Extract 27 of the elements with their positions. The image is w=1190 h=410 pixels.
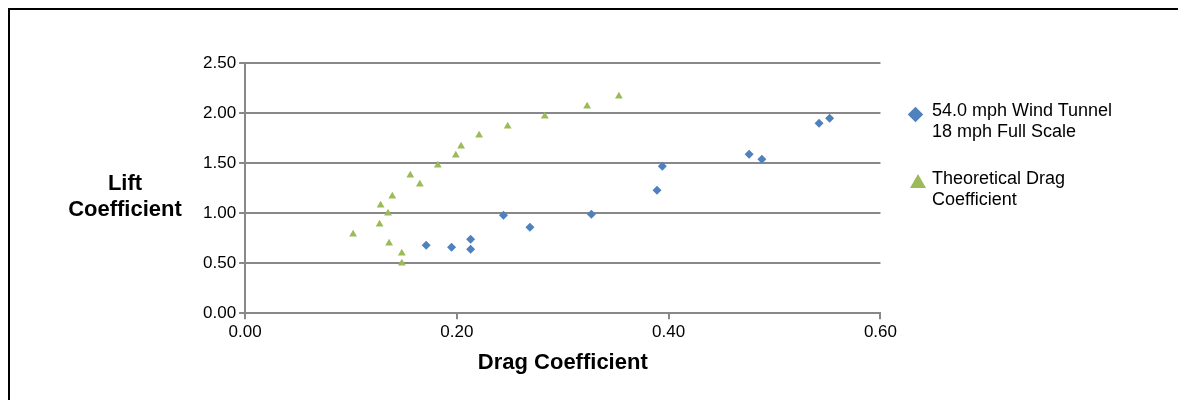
legend-label: 54.0 mph Wind Tunnel 18 mph Full Scale <box>932 100 1114 142</box>
y-tick-label: 0.00 <box>202 302 237 322</box>
y-tick-label: 1.00 <box>202 202 237 222</box>
legend-label: Theoretical Drag Coefficient <box>932 168 1067 210</box>
y-tick-label: 1.50 <box>202 152 237 172</box>
point <box>498 210 508 220</box>
point <box>814 118 824 128</box>
point <box>657 161 667 171</box>
x-tick-label: 0.00 <box>228 322 262 342</box>
x-tick-label: 0.60 <box>863 322 897 342</box>
point <box>466 234 476 244</box>
point <box>652 185 662 195</box>
x-axis-title: Drag Coefficient <box>477 348 649 374</box>
point <box>447 242 457 252</box>
point <box>744 149 754 159</box>
point <box>825 113 835 123</box>
x-tick-label: 0.40 <box>652 322 686 342</box>
point <box>757 154 767 164</box>
y-tick-label: 2.50 <box>202 52 237 72</box>
point <box>466 244 476 254</box>
x-tick-label: 0.20 <box>440 322 474 342</box>
y-axis-title: Lift Coefficient <box>67 170 183 222</box>
point <box>525 222 535 232</box>
y-tick-label: 0.50 <box>202 252 237 272</box>
y-tick-label: 2.00 <box>202 102 237 122</box>
point <box>421 240 431 250</box>
point <box>586 209 596 219</box>
